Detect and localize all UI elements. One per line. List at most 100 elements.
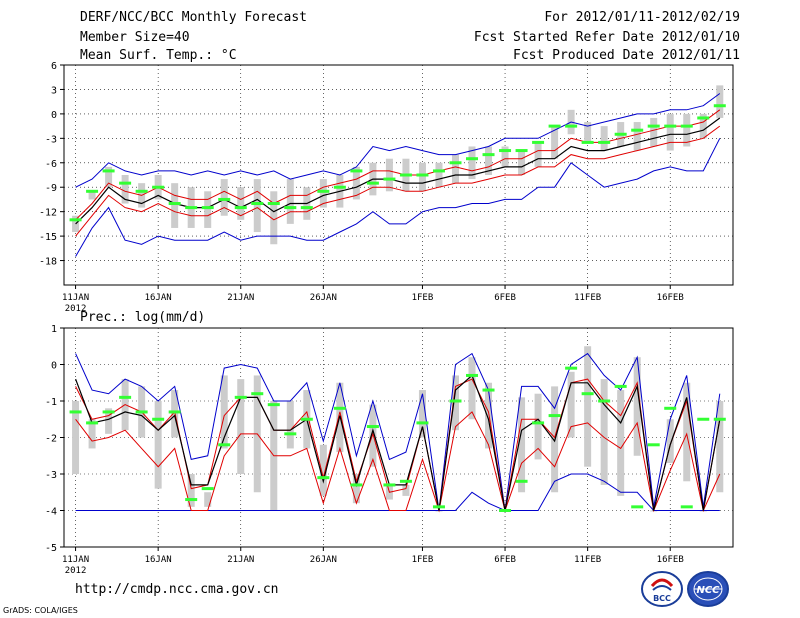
prec-ytick-label-4: -3 <box>45 470 57 481</box>
prec-box-26 <box>485 382 493 449</box>
temp-box-9 <box>204 191 212 228</box>
temp-ytick-label-0: 6 <box>51 61 57 72</box>
temp-xtick-label-6: 11FEB <box>574 293 601 303</box>
temp-ytick-label-6: -12 <box>39 208 57 219</box>
prec-box-21 <box>402 484 410 496</box>
temp-ytick-label-8: -18 <box>39 257 57 268</box>
source-url[interactable]: http://cmdp.ncc.cma.gov.cn <box>75 582 279 597</box>
temp-box-3 <box>105 166 113 188</box>
temp-line-spread-lower <box>75 125 721 237</box>
prec-box-2 <box>88 419 96 449</box>
ncc-logo-text: NCC <box>696 585 720 596</box>
prec-box-40 <box>716 401 724 493</box>
prec-box-28 <box>518 397 526 493</box>
prec-xtick-label-6: 11FEB <box>574 555 601 565</box>
start-date-label: Fcst Started Refer Date 2012/01/10 <box>473 30 740 45</box>
temp-box-32 <box>584 122 592 143</box>
temp-box-39 <box>699 113 707 139</box>
prec-ytick-label-6: -5 <box>45 543 57 554</box>
prec-xtick-label-1: 16JAN <box>145 555 172 565</box>
temp-box-12 <box>253 179 261 233</box>
prec-box-34 <box>617 390 625 496</box>
temp-box-25 <box>468 146 476 180</box>
temp-ytick-label-5: -9 <box>45 183 57 194</box>
prec-ytick-label-1: 0 <box>51 361 57 372</box>
temp-box-10 <box>220 179 228 216</box>
prec-box-29 <box>534 393 542 460</box>
variable-label: Mean Surf. Temp.: °C <box>80 48 237 63</box>
prec-box-9 <box>204 492 212 507</box>
temp-box-26 <box>485 146 493 175</box>
prec-box-10 <box>220 375 228 449</box>
temp-xtick-label-5: 6FEB <box>494 293 516 303</box>
temp-box-18 <box>352 166 360 200</box>
prec-box-6 <box>154 401 162 489</box>
temp-box-7 <box>171 183 179 228</box>
temp-box-28 <box>518 150 526 175</box>
prec-box-31 <box>567 371 575 438</box>
temp-box-33 <box>600 126 608 151</box>
temp-box-35 <box>633 122 641 151</box>
prec-xtick-label-4: 1FEB <box>412 555 434 565</box>
prec-line-mean <box>75 374 721 511</box>
ncc-logo-icon: NCC <box>687 571 729 607</box>
temp-ytick-label-4: -6 <box>45 159 57 170</box>
temp-box-16 <box>319 179 327 208</box>
temp-box-37 <box>666 113 674 151</box>
temp-xtick-label-4: 1FEB <box>412 293 434 303</box>
temp-box-13 <box>270 191 278 245</box>
temp-line-min <box>75 138 721 257</box>
forecast-period: For 2012/01/11-2012/02/19 <box>544 10 740 25</box>
temp-xtick-label-3: 26JAN <box>310 293 337 303</box>
temp-box-22 <box>418 162 426 192</box>
prec-year-label: 2012 <box>65 566 87 576</box>
member-size-label: Member Size=40 <box>80 30 190 45</box>
prec-xtick-label-0: 11JAN <box>62 555 89 565</box>
prec-box-35 <box>633 357 641 456</box>
temp-line-mean <box>75 117 721 225</box>
prec-box-3 <box>105 408 113 434</box>
temp-ytick-label-7: -15 <box>39 232 57 243</box>
temp-box-24 <box>451 154 459 184</box>
temp-line-max <box>75 93 721 188</box>
prec-box-32 <box>584 346 592 467</box>
prec-box-11 <box>237 379 245 474</box>
temp-box-23 <box>435 162 443 188</box>
temp-box-40 <box>716 85 724 118</box>
prec-box-14 <box>286 401 294 449</box>
temp-ytick-label-3: -3 <box>45 134 57 145</box>
produced-date-label: Fcst Produced Date 2012/01/11 <box>513 48 740 63</box>
temp-box-36 <box>650 117 658 147</box>
prec-xtick-label-7: 16FEB <box>657 555 684 565</box>
prec-box-33 <box>600 379 608 485</box>
prec-ytick-label-0: 1 <box>51 324 57 335</box>
temp-box-2 <box>88 191 96 200</box>
prec-box-1 <box>72 401 80 474</box>
prec-box-16 <box>319 444 327 496</box>
temp-frame <box>63 64 734 286</box>
prec-ytick-label-2: -1 <box>45 397 57 408</box>
bcc-logo-icon: BCC <box>641 571 683 607</box>
prec-box-18 <box>352 474 360 504</box>
temp-box-4 <box>121 175 129 204</box>
temp-box-11 <box>237 187 245 220</box>
temp-ytick-label-2: 0 <box>51 110 57 121</box>
prec-xtick-label-5: 6FEB <box>494 555 516 565</box>
bcc-logo-text: BCC <box>653 594 671 603</box>
temp-xtick-label-1: 16JAN <box>145 293 172 303</box>
temp-box-29 <box>534 142 542 167</box>
temp-box-14 <box>286 179 294 224</box>
temp-box-1 <box>72 215 80 233</box>
prec-box-24 <box>451 375 459 431</box>
temp-box-30 <box>551 126 559 159</box>
temp-line-spread-upper <box>75 109 721 221</box>
prec-box-8 <box>187 474 195 507</box>
prec-line-spread-lower <box>75 411 721 513</box>
precip-panel-label: Prec.: log(mm/d) <box>80 310 206 325</box>
prec-line-max <box>75 352 721 511</box>
temp-box-38 <box>683 113 691 147</box>
prec-box-25 <box>468 357 476 420</box>
prec-box-37 <box>666 419 674 464</box>
temp-box-27 <box>501 146 509 167</box>
